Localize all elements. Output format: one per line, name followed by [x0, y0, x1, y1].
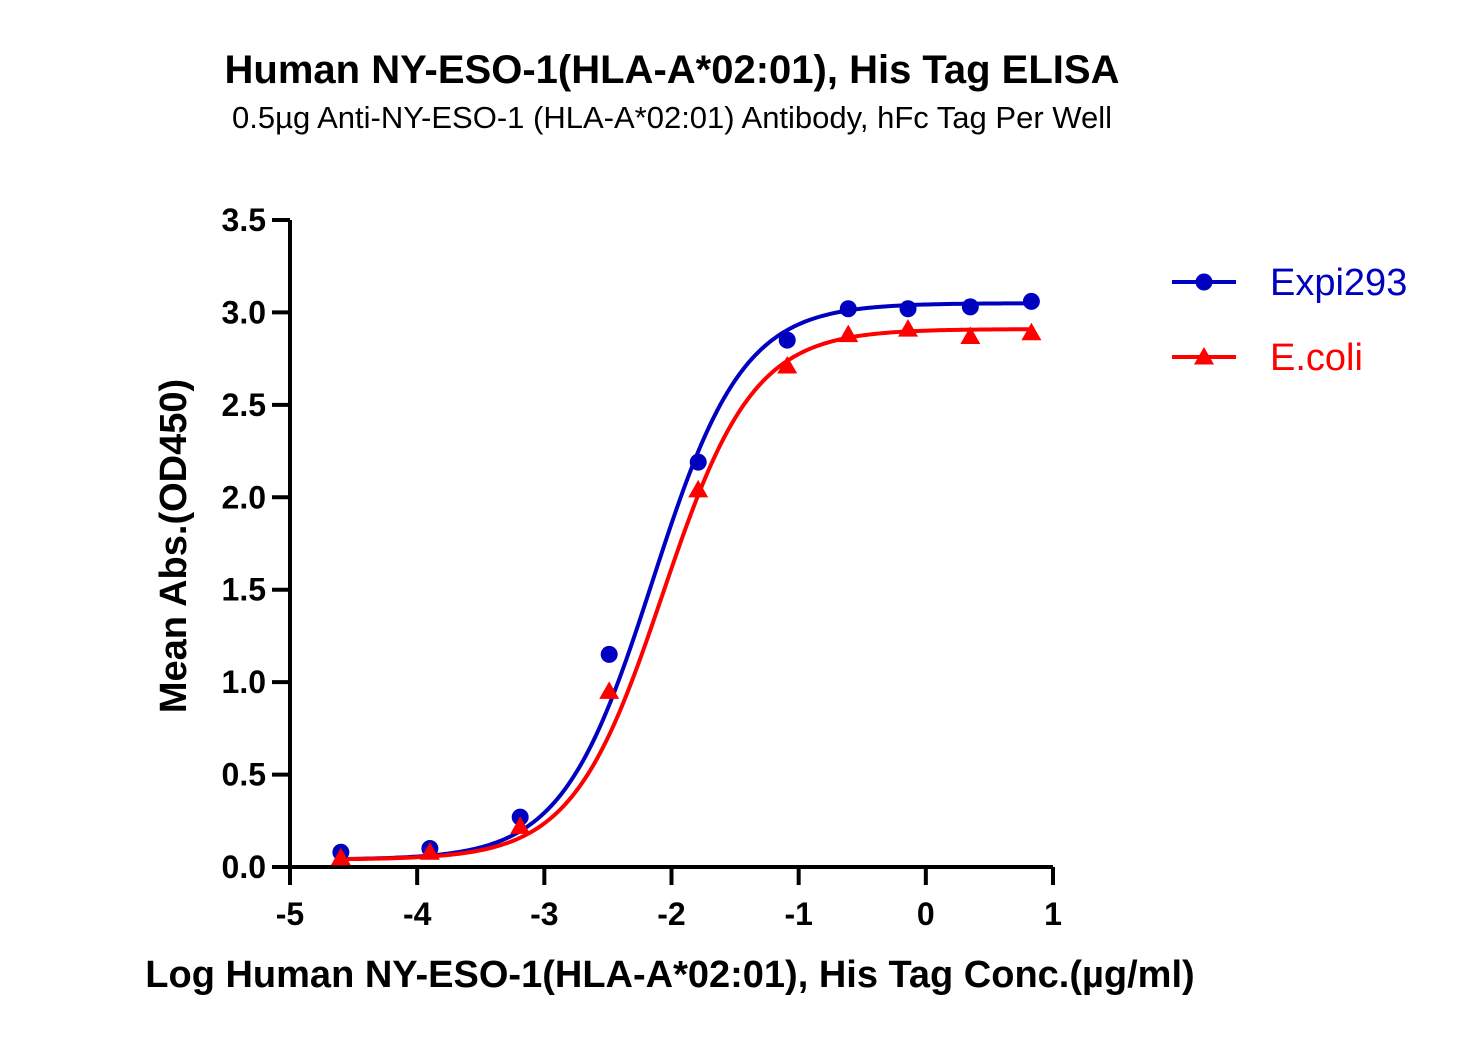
y-tick-label: 3.5: [222, 202, 266, 238]
data-point: [960, 326, 981, 344]
x-tick-label: 1: [1044, 896, 1062, 932]
x-tick-label: 0: [917, 896, 935, 932]
legend: Expi293 E.coli: [1172, 262, 1407, 379]
fit-curve-expi293: [340, 301, 1032, 862]
data-point: [778, 331, 796, 349]
y-tick-label: 0.0: [222, 849, 266, 885]
x-tick-label: -3: [530, 896, 558, 932]
data-point: [599, 681, 620, 699]
data-point: [419, 842, 440, 860]
y-axis-label: Mean Abs.(OD450): [153, 379, 195, 713]
x-axis-label: Log Human NY-ESO-1(HLA-A*02:01), His Tag…: [145, 954, 1194, 996]
data-point: [1021, 322, 1042, 341]
data-point: [688, 479, 709, 498]
legend-marker: [1195, 273, 1213, 291]
x-tick-label: -5: [276, 896, 304, 932]
chart-subtitle: 0.5µg Anti-NY-ESO-1 (HLA-A*02:01) Antibo…: [232, 100, 1112, 135]
legend-label: E.coli: [1270, 337, 1363, 379]
y-tick-label: 1.5: [222, 572, 266, 608]
fit-curve-ecoli: [340, 327, 1032, 862]
data-point: [600, 645, 618, 663]
data-markers: [330, 292, 1042, 866]
x-tick-label: -1: [784, 896, 812, 932]
data-point: [1022, 292, 1040, 310]
data-point: [898, 319, 919, 337]
y-tick-label: 0.5: [222, 757, 266, 793]
data-point: [777, 356, 798, 374]
chart-title: Human NY-ESO-1(HLA-A*02:01), His Tag ELI…: [225, 48, 1120, 92]
data-point: [838, 324, 859, 343]
data-point: [839, 300, 857, 318]
data-point: [510, 816, 531, 834]
y-tick-label: 3.0: [222, 294, 266, 330]
legend-marker: [1194, 347, 1214, 365]
data-point: [961, 298, 979, 316]
x-tick-label: -2: [657, 896, 685, 932]
y-tick-label: 1.0: [222, 664, 266, 700]
y-tick-label: 2.0: [222, 479, 266, 515]
data-point: [689, 453, 707, 471]
data-point: [330, 847, 351, 866]
y-tick-label: 2.5: [222, 387, 266, 423]
legend-label: Expi293: [1270, 262, 1407, 304]
data-point: [899, 300, 917, 318]
fit-curves: [340, 301, 1032, 862]
axes: 0.0 0.5 1.0 1.5 2.0 2.5 3.0 3.5 -5 -4 -3 -2 -1 0 1: [222, 202, 1062, 932]
x-tick-label: -4: [403, 896, 432, 932]
